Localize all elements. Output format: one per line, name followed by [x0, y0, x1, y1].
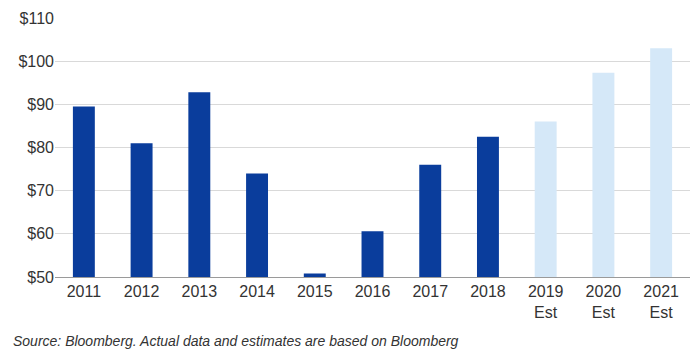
svg-text:2014: 2014 — [239, 283, 275, 300]
svg-text:$100: $100 — [18, 53, 54, 70]
svg-text:$50: $50 — [27, 269, 54, 286]
svg-text:$110: $110 — [20, 10, 55, 27]
svg-text:Source: Bloomberg. Actual data: Source: Bloomberg. Actual data and estim… — [13, 333, 459, 349]
svg-text:$80: $80 — [27, 139, 54, 156]
svg-text:2019Est: 2019Est — [528, 283, 564, 321]
svg-text:2021Est: 2021Est — [643, 283, 679, 321]
svg-text:2015: 2015 — [297, 283, 333, 300]
svg-text:$90: $90 — [27, 96, 54, 113]
svg-text:2011: 2011 — [67, 283, 102, 300]
svg-text:2012: 2012 — [124, 283, 160, 300]
svg-text:2020Est: 2020Est — [586, 283, 622, 321]
svg-text:$70: $70 — [27, 182, 54, 199]
svg-text:$60: $60 — [27, 225, 54, 242]
svg-text:2016: 2016 — [355, 283, 391, 300]
svg-text:2017: 2017 — [412, 283, 448, 300]
svg-text:2018: 2018 — [470, 283, 506, 300]
svg-text:2013: 2013 — [182, 283, 218, 300]
